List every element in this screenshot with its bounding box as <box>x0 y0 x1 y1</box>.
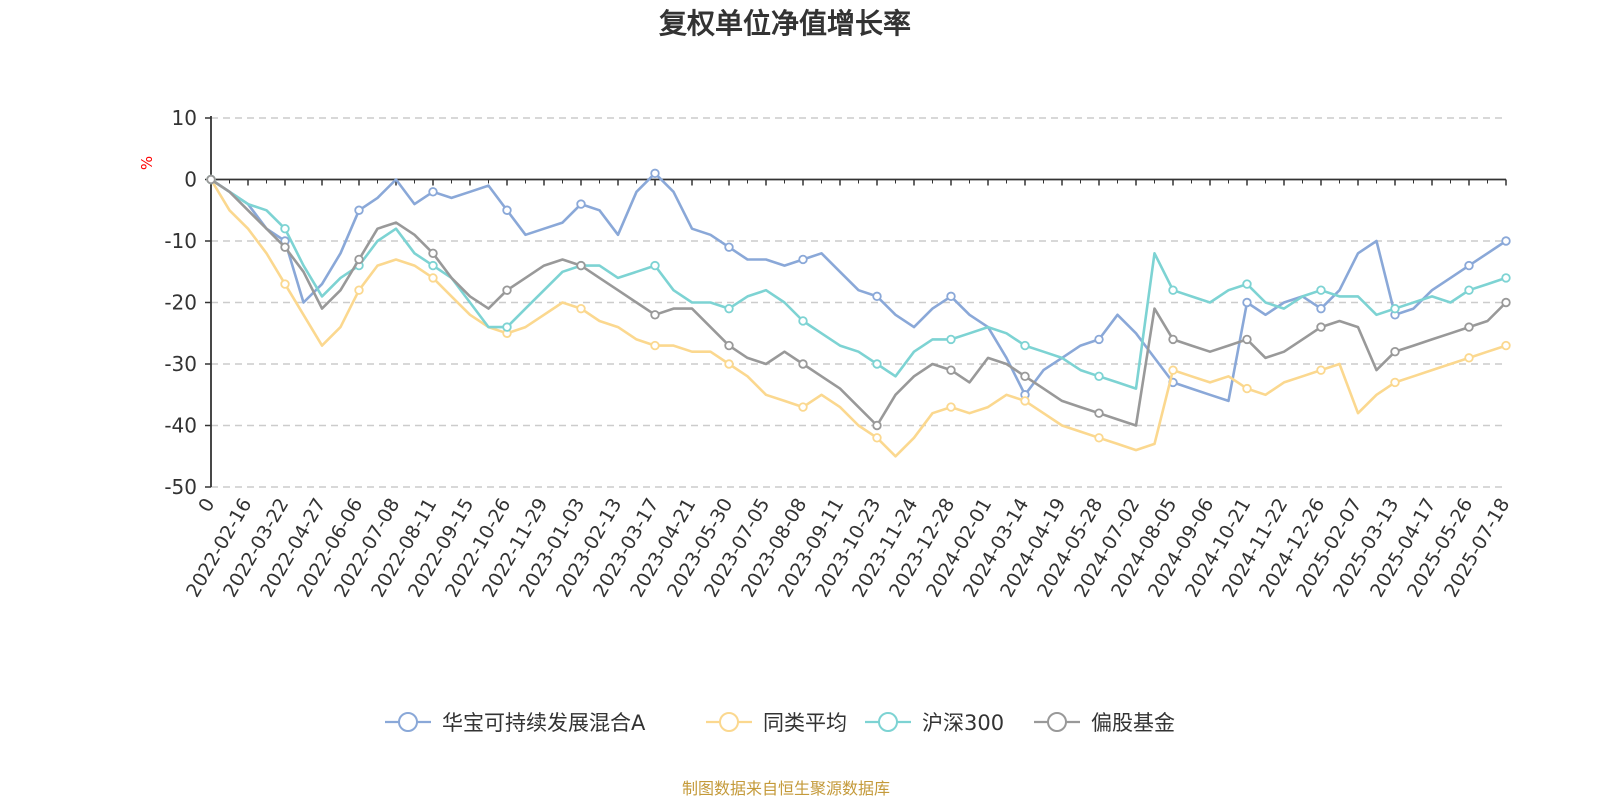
series-point <box>798 316 808 326</box>
series-point <box>1390 303 1400 314</box>
chart-title: 复权单位净值增长率 <box>659 7 911 40</box>
legend-item-0[interactable]: 华宝可持续发展混合A <box>385 711 646 735</box>
series-point <box>280 279 290 289</box>
series-point <box>1316 285 1326 295</box>
y-tick-label: 0 <box>184 168 197 192</box>
legend-marker-icon <box>1047 712 1067 732</box>
series-point <box>872 291 882 302</box>
series-point <box>1390 377 1400 388</box>
series-point <box>1464 322 1474 332</box>
series-point <box>576 260 586 271</box>
series-point <box>872 433 882 443</box>
legend-label: 沪深300 <box>922 711 1004 735</box>
series-point <box>1316 365 1326 375</box>
series-point <box>1242 297 1252 308</box>
series-point <box>1168 334 1178 345</box>
series-line-0 <box>210 172 1507 403</box>
series-point <box>650 310 660 320</box>
series-point <box>576 303 586 314</box>
series-point <box>1094 371 1104 381</box>
legend-label: 同类平均 <box>763 711 847 735</box>
y-tick-label: -20 <box>164 291 197 315</box>
series-point <box>872 420 882 431</box>
series-point <box>576 199 586 209</box>
series-point <box>946 334 956 345</box>
legend-item-2[interactable]: 沪深300 <box>865 711 1004 735</box>
series-point <box>724 242 734 252</box>
series-point <box>1316 303 1326 314</box>
x-ticks: 02022-02-162022-03-222022-04-272022-06-0… <box>182 179 1514 601</box>
series-point <box>502 285 512 295</box>
plot-area <box>206 168 1511 458</box>
series-point <box>798 254 808 265</box>
series-point <box>280 223 290 234</box>
legend-marker-icon <box>398 712 418 732</box>
legend[interactable]: 华宝可持续发展混合A 同类平均 沪深300 偏股基金 <box>385 711 1175 735</box>
series-point <box>1501 340 1511 351</box>
series-point <box>1020 340 1030 351</box>
series-point <box>1094 408 1104 418</box>
series-point <box>650 340 660 351</box>
series-point <box>1168 285 1178 295</box>
series-point <box>1094 334 1104 345</box>
y-axis-label: % <box>138 156 156 170</box>
series-point <box>650 260 660 271</box>
legend-item-1[interactable]: 同类平均 <box>706 711 847 735</box>
y-tick-label: -30 <box>164 352 197 376</box>
series-point <box>428 248 438 258</box>
series-point <box>798 402 808 412</box>
series-point <box>354 205 364 215</box>
series-line-3 <box>210 178 1507 427</box>
x-tick-label: 0 <box>194 495 219 516</box>
series-point <box>724 340 734 351</box>
legend-marker-icon <box>719 712 739 732</box>
series-point <box>724 303 734 314</box>
series-point <box>428 260 438 271</box>
series-point <box>1464 353 1474 363</box>
series-point <box>428 273 438 283</box>
series-point <box>1242 279 1252 289</box>
legend-label: 华宝可持续发展混合A <box>442 711 646 735</box>
series-point <box>280 242 290 252</box>
series-point <box>1390 347 1400 357</box>
series-point <box>1464 285 1474 295</box>
series-point <box>946 402 956 412</box>
series-point <box>1020 396 1030 406</box>
series-point <box>502 322 512 332</box>
series-point <box>1501 297 1511 308</box>
series-point <box>1020 371 1030 381</box>
series-point <box>946 365 956 375</box>
legend-label: 偏股基金 <box>1091 711 1175 735</box>
series-line-1 <box>209 178 1507 458</box>
series-line-2 <box>210 178 1507 390</box>
series-point <box>946 291 956 302</box>
y-ticks: 10 0 -10 -20 -30 -40 -50 <box>164 106 211 499</box>
series-point <box>1501 236 1511 246</box>
y-tick-label: -10 <box>164 229 197 253</box>
legend-marker-icon <box>878 712 898 732</box>
source-note: 制图数据来自恒生聚源数据库 <box>682 779 890 798</box>
series-point <box>428 187 438 197</box>
series-point <box>1501 273 1511 283</box>
series-point <box>1242 334 1252 345</box>
series-point <box>1242 383 1252 394</box>
series-point <box>206 174 216 185</box>
series-point <box>1094 433 1104 443</box>
series-point <box>354 254 364 265</box>
series-point <box>872 359 882 369</box>
series-point <box>502 205 512 215</box>
series-point <box>724 359 734 369</box>
series-point <box>354 285 364 295</box>
y-tick-label: -50 <box>164 475 197 499</box>
series-point <box>798 359 808 369</box>
series-point <box>1168 365 1178 375</box>
series-point <box>1464 260 1474 271</box>
y-tick-label: 10 <box>172 106 197 130</box>
y-tick-label: -40 <box>164 414 197 438</box>
series-point <box>650 168 660 179</box>
legend-item-3[interactable]: 偏股基金 <box>1034 711 1175 735</box>
series-point <box>1316 322 1326 332</box>
